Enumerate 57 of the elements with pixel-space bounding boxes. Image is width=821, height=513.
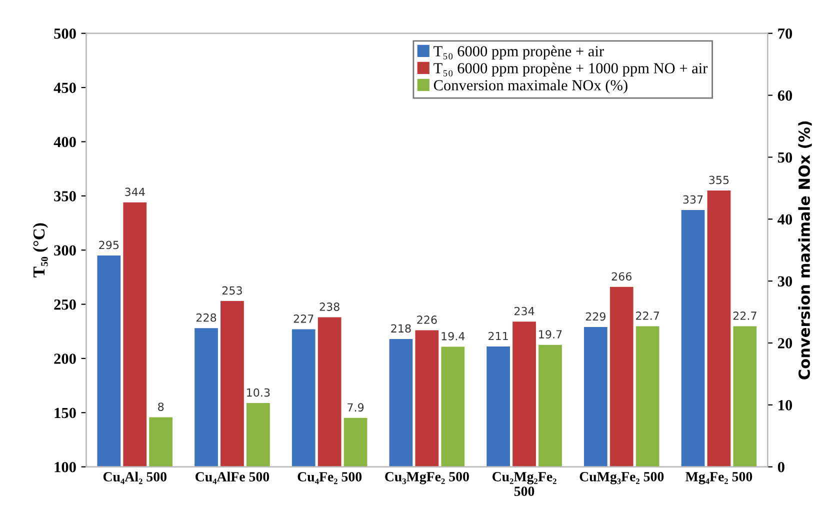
legend-label: T₅₀ 6000 ppm propène + 1000 ppm NO + air [434, 62, 708, 77]
bar [149, 417, 173, 467]
data-label: 253 [222, 286, 242, 295]
x-tick-label: Cu₄AlFe 500 [196, 472, 270, 484]
data-label: 229 [586, 312, 606, 321]
y-tick-label: 200 [54, 354, 76, 364]
y2-tick-label: 0 [778, 462, 784, 472]
y2-tick-label: 10 [778, 400, 792, 410]
bar [344, 418, 368, 467]
x-tick-label: CuMg₃Fe₂ 500 [580, 472, 664, 484]
data-label: 234 [514, 306, 534, 316]
x-tick-label: Cu₂Mg₂Fe₂ 500 [492, 472, 556, 496]
y-tick-label: 450 [54, 82, 76, 93]
bar [538, 344, 562, 467]
y2-tick-label: 40 [778, 214, 792, 225]
data-label: 19.7 [539, 330, 562, 339]
data-label: 7.9 [348, 403, 364, 412]
data-label: 266 [612, 272, 632, 281]
y-tick-label: 400 [54, 136, 76, 148]
x-tick-label: Mg₄Fe₂ 500 [686, 472, 752, 484]
y2-axis-title: Conversion maximale NOx (%) [798, 121, 812, 380]
data-label: 10.3 [247, 388, 270, 397]
y2-tick-label: 20 [778, 338, 792, 348]
data-label: 8 [158, 402, 164, 411]
data-label: 22.7 [733, 312, 756, 320]
x-tick-label: Cu₄Al₂ 500 [103, 472, 166, 484]
data-label: 227 [294, 314, 314, 323]
legend-label: Conversion maximale NOx (%) [434, 80, 628, 94]
y-tick-label: 350 [54, 191, 76, 202]
data-label: 22.7 [636, 312, 659, 320]
data-label: 228 [196, 313, 216, 322]
legend-label: T₅₀ 6000 ppm propène + air [434, 46, 604, 60]
y2-tick-label: 60 [778, 90, 792, 101]
bar [636, 326, 660, 467]
y-tick-label: 500 [54, 28, 76, 39]
bar [441, 346, 465, 467]
y-tick-label: 150 [54, 408, 76, 418]
data-label: 226 [417, 316, 437, 324]
data-label: 218 [391, 324, 411, 333]
x-tick-label: Cu₃MgFe₂ 500 [385, 472, 469, 484]
y2-tick-label: 50 [778, 152, 792, 163]
data-label: 344 [125, 188, 145, 196]
x-tick-label: Cu₄Fe₂ 500 [298, 472, 362, 484]
bar [246, 403, 270, 467]
data-label: 355 [709, 176, 729, 184]
y2-tick-label: 70 [778, 28, 792, 39]
data-label: 337 [683, 195, 703, 204]
data-label: 211 [488, 332, 508, 340]
y-tick-label: 100 [54, 462, 76, 472]
bar [733, 326, 757, 467]
data-label: 295 [99, 240, 119, 250]
y-tick-label: 300 [54, 245, 76, 256]
y-tick-label: 250 [54, 299, 76, 310]
y2-tick-label: 30 [778, 276, 792, 286]
data-label: 19.4 [442, 332, 465, 340]
y-axis-title: T₅₀ (°C) [32, 223, 48, 278]
data-label: 238 [320, 302, 340, 311]
